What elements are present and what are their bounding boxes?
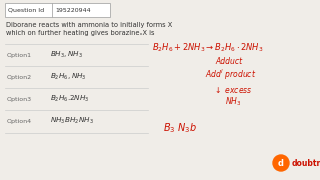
Text: $NH_3BH_2NH_3$: $NH_3BH_2NH_3$ <box>50 116 94 126</box>
Text: Diborane reacts with ammonia to initially forms X: Diborane reacts with ammonia to initiall… <box>6 22 172 28</box>
Text: $BH_3, NH_3$: $BH_3, NH_3$ <box>50 50 83 60</box>
Text: $\downarrow$ excess: $\downarrow$ excess <box>213 85 253 95</box>
Text: $B_2H_6 + 2NH_3 \rightarrow B_2H_6 \cdot 2NH_3$: $B_2H_6 + 2NH_3 \rightarrow B_2H_6 \cdot… <box>152 42 264 54</box>
Text: Adduct: Adduct <box>215 57 242 66</box>
Text: $B_3\ N_3b$: $B_3\ N_3b$ <box>163 121 197 135</box>
Text: $NH_3$: $NH_3$ <box>225 96 242 108</box>
Text: doubtnut: doubtnut <box>292 159 320 168</box>
Text: Option3: Option3 <box>7 96 32 102</box>
FancyBboxPatch shape <box>5 3 110 17</box>
Text: Option4: Option4 <box>7 118 32 123</box>
Text: $B_2H_6, NH_3$: $B_2H_6, NH_3$ <box>50 72 87 82</box>
Text: d: d <box>278 159 284 168</box>
Text: Question Id: Question Id <box>8 8 44 12</box>
Text: 195220944: 195220944 <box>55 8 91 12</box>
Text: $B_2H_6.2NH_3$: $B_2H_6.2NH_3$ <box>50 94 89 104</box>
Circle shape <box>273 155 289 171</box>
Text: Add$^l$ product: Add$^l$ product <box>205 68 256 82</box>
Text: Option2: Option2 <box>7 75 32 80</box>
Text: which on further heating gives borazineₓX is: which on further heating gives borazineₓ… <box>6 30 155 36</box>
Text: Option1: Option1 <box>7 53 32 57</box>
